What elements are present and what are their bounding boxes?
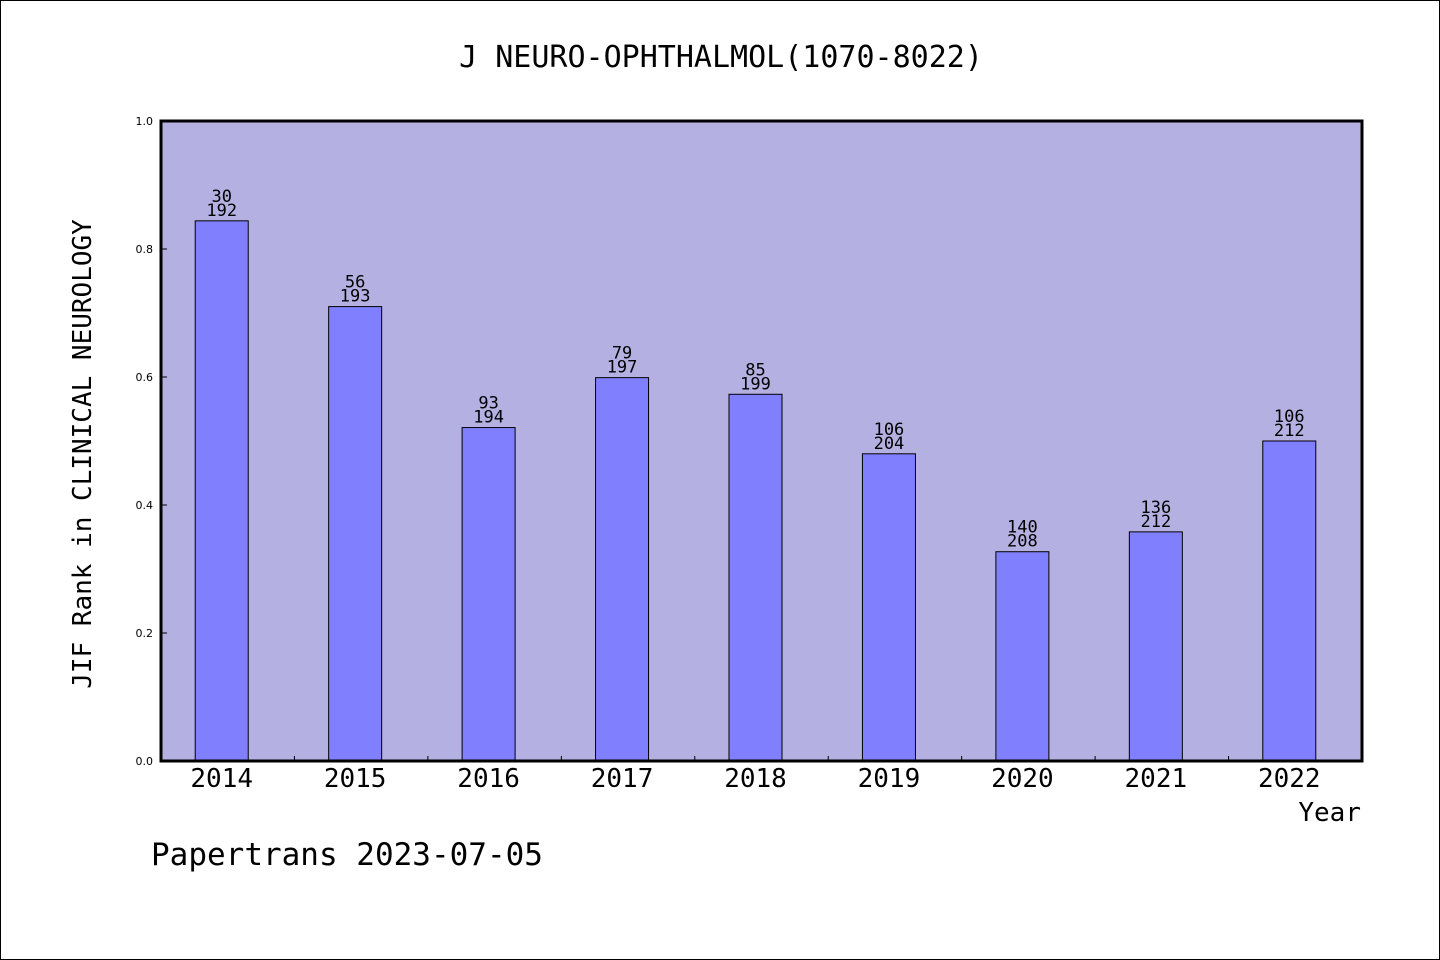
bar-rank-label: 93	[478, 394, 498, 414]
bar-rank-label: 136	[1140, 498, 1171, 518]
bar-total-label: 208	[1007, 532, 1038, 552]
bar-2022	[1262, 440, 1317, 762]
bar-2019	[861, 453, 916, 762]
bar-2014	[194, 220, 249, 762]
bar-total-label: 199	[740, 374, 771, 394]
bar-2015	[328, 306, 383, 762]
x-axis-label: Year	[1298, 798, 1361, 828]
y-tick-label: 0.2	[136, 627, 154, 640]
footer-note: Papertrans 2023-07-05	[151, 837, 543, 873]
x-tick-label: 2014	[190, 764, 253, 794]
plot-border	[159, 119, 1364, 763]
x-tick-label: 2020	[991, 764, 1054, 794]
bar-total-label: 192	[206, 201, 237, 221]
bar-total-label: 197	[607, 358, 638, 378]
bar-rank-label: 30	[211, 187, 231, 207]
y-tick-label: 0.6	[136, 371, 154, 384]
bar-rank-label: 140	[1007, 518, 1038, 538]
bar-total-label: 204	[874, 434, 905, 454]
bar-rank-label: 106	[1274, 407, 1305, 427]
y-tick-label: 1.0	[136, 115, 154, 128]
bar-2018	[728, 393, 783, 762]
bar-total-label: 193	[340, 287, 371, 307]
bar-rank-label: 85	[745, 360, 765, 380]
x-tick-label: 2018	[724, 764, 787, 794]
bar-total-label: 212	[1274, 421, 1305, 441]
bar-2020	[995, 551, 1050, 762]
x-tick-label: 2016	[457, 764, 520, 794]
bar-total-label: 212	[1140, 512, 1171, 532]
x-tick-label: 2017	[591, 764, 654, 794]
bar-2016	[461, 427, 516, 762]
bars-layer	[194, 220, 1317, 762]
bar-2017	[595, 377, 650, 762]
x-tick-label: 2021	[1125, 764, 1188, 794]
x-tick-label: 2019	[858, 764, 921, 794]
y-tick-label: 0.4	[136, 499, 154, 512]
x-tick-label: 2015	[324, 764, 387, 794]
y-tick-label: 0.0	[136, 755, 154, 768]
x-tick-label: 2022	[1258, 764, 1321, 794]
bar-rank-label: 106	[874, 420, 905, 440]
bar-2021	[1128, 531, 1183, 762]
bar-total-label: 194	[473, 408, 504, 428]
axes-layer: 2014 2015 2016 2017 2018 2019 2020 2021 2022 0.0 0…	[136, 115, 1321, 794]
bar-rank-label: 56	[345, 273, 365, 293]
y-tick-label: 0.8	[136, 243, 154, 256]
y-axis-label: JIF Rank in CLINICAL NEUROLOGY	[68, 219, 98, 689]
chart-title: J NEURO-OPHTHALMOL(1070-8022)	[459, 40, 983, 75]
bar-rank-label: 79	[612, 344, 632, 364]
